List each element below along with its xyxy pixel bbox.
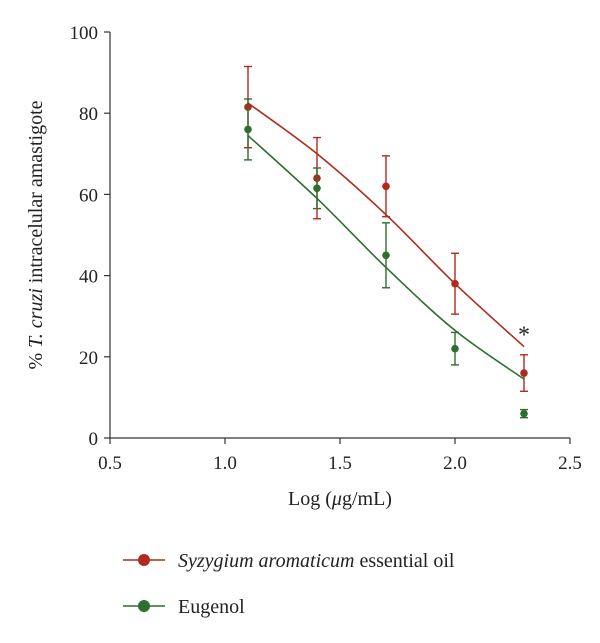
y-tick-label: 40 [79,267,98,288]
legend-marker [138,600,150,612]
y-axis-label: % T. cruzi intracelular amastigote [25,100,47,369]
legend-label: Syzygium aromaticum essential oil [178,550,455,572]
legend-item-1: Eugenol [123,596,245,618]
significance-asterisk: * [518,323,530,349]
data-point [451,279,459,288]
x-tick-label: 2.5 [558,453,582,474]
axes: 0 20 40 60 80 100 0.5 1.0 1.5 2.0 2.5 Log (μg/mL) % … [25,23,582,510]
data-point [520,369,528,377]
x-tick-label: 0.5 [98,453,122,474]
series-layer [244,65,528,419]
legend-label: Eugenol [178,596,245,618]
data-point [313,184,321,193]
data-point [451,344,459,353]
x-tick-label: 1.5 [328,453,352,474]
series-1 [244,98,528,419]
data-point [520,409,528,418]
y-tick-label: 60 [79,185,98,206]
legend-marker [138,554,150,566]
x-tick-label: 1.0 [213,453,237,474]
data-point [382,182,390,191]
data-point [244,125,252,134]
y-tick-label: 0 [89,429,99,450]
x-tick-label: 2.0 [443,453,467,474]
x-axis-label: Log (μg/mL) [288,488,392,510]
y-tick-label: 80 [79,104,98,125]
annotation-layer: * [518,323,530,349]
data-point [382,251,390,260]
y-tick-label: 20 [79,348,98,369]
y-tick-label: 100 [70,23,99,44]
legend: Syzygium aromaticum essential oil Eugenol [123,550,455,618]
legend-item-0: Syzygium aromaticum essential oil [123,550,455,572]
